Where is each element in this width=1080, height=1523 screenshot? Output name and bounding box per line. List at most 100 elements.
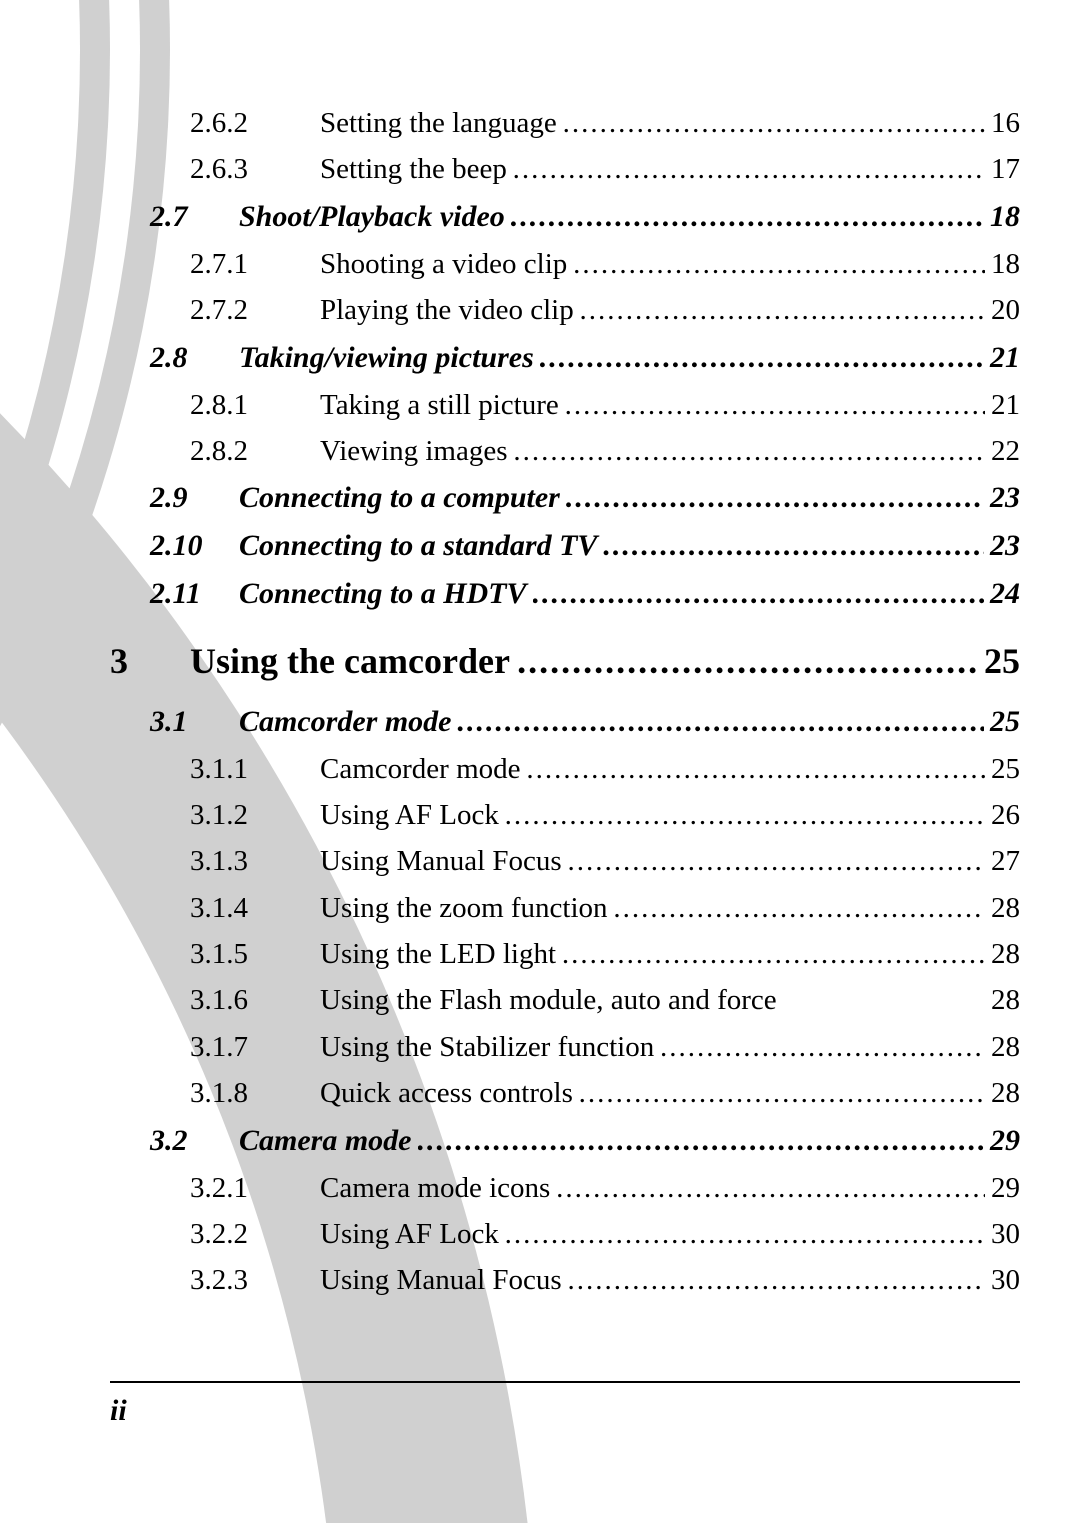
toc-leader-dots	[565, 382, 986, 428]
toc-entry-title: Camera mode	[239, 1117, 412, 1165]
toc-entry-number: 3.1.5	[190, 931, 320, 977]
toc-entry-number: 3.1.6	[190, 977, 320, 1023]
toc-entry-number: 3.1	[150, 698, 230, 746]
toc-entry-number: 3.1.8	[190, 1070, 320, 1116]
toc-entry: 2.10Connecting to a standard TV 23	[110, 522, 1020, 570]
toc-entry: 3.1.7Using the Stabilizer function 28	[110, 1024, 1020, 1070]
toc-leader-dots	[505, 1211, 986, 1257]
toc-entry-number: 3.2.1	[190, 1165, 320, 1211]
toc-entry-page: 17	[991, 146, 1020, 192]
toc-entry-page: 30	[991, 1257, 1020, 1303]
toc-entry-page: 25	[990, 698, 1020, 746]
toc-entry: 2.6.2Setting the language 16	[110, 100, 1020, 146]
toc-leader-dots	[567, 838, 985, 884]
toc-leader-dots	[457, 698, 984, 746]
toc-entry-number: 3.1.7	[190, 1024, 320, 1070]
toc-leader-dots	[562, 931, 985, 977]
toc-entry: 3.1.6Using the Flash module, auto and fo…	[110, 977, 1020, 1023]
toc-entry-title: Using the Flash module, auto and force	[320, 977, 777, 1023]
toc-entry-number: 3.2.3	[190, 1257, 320, 1303]
toc-entry-page: 28	[991, 931, 1020, 977]
toc-entry: 2.7.1Shooting a video clip18	[110, 241, 1020, 287]
toc-entry-number: 2.8	[150, 334, 230, 382]
toc-entry-number: 2.8.1	[190, 382, 320, 428]
toc-entry-title: Camcorder mode	[239, 698, 451, 746]
toc-leader-dots	[418, 1117, 985, 1165]
toc-entry-page: 29	[991, 1165, 1020, 1211]
toc-entry: 2.11Connecting to a HDTV 24	[110, 570, 1020, 618]
page-number: ii	[110, 1394, 127, 1428]
toc-entry-title: Using AF Lock	[320, 792, 499, 838]
toc-entry-number: 3.1.4	[190, 885, 320, 931]
toc-entry-page: 30	[991, 1211, 1020, 1257]
toc-entry: 3Using the camcorder25	[110, 633, 1020, 691]
toc-entry-title: Using the Stabilizer function	[320, 1024, 654, 1070]
toc-entry-number: 2.7	[150, 193, 230, 241]
toc-entry-title: Shoot/Playback video	[239, 193, 505, 241]
toc-entry-page: 20	[991, 287, 1020, 333]
toc-entry-page: 27	[991, 838, 1020, 884]
toc-entry-number: 2.9	[150, 474, 230, 522]
toc-entry-title: Taking/viewing pictures	[239, 334, 534, 382]
toc-entry-page: 28	[991, 1070, 1020, 1116]
toc-entry: 3.2Camera mode29	[110, 1117, 1020, 1165]
toc-entry-page: 21	[991, 382, 1020, 428]
toc-leader-dots	[660, 1024, 985, 1070]
toc-entry-page: 21	[990, 334, 1020, 382]
toc-entry: 3.2.2Using AF Lock30	[110, 1211, 1020, 1257]
toc-entry-number: 3	[110, 633, 190, 691]
toc-leader-dots	[533, 570, 984, 618]
footer-rule	[110, 1381, 1020, 1383]
toc-entry-number: 3.1.3	[190, 838, 320, 884]
toc-entry: 3.1.4Using the zoom function28	[110, 885, 1020, 931]
toc-entry-number: 2.6.2	[190, 100, 320, 146]
toc-entry-page: 23	[990, 522, 1020, 570]
toc-entry: 3.1Camcorder mode 25	[110, 698, 1020, 746]
toc-leader-dots	[540, 334, 984, 382]
toc-entry: 3.1.3Using Manual Focus 27	[110, 838, 1020, 884]
toc-entry: 3.1.8Quick access controls28	[110, 1070, 1020, 1116]
table-of-contents: 2.6.2Setting the language162.6.3Setting …	[110, 100, 1020, 1304]
toc-entry-number: 3.1.2	[190, 792, 320, 838]
toc-entry-number: 2.10	[150, 522, 230, 570]
toc-entry: 2.9Connecting to a computer23	[110, 474, 1020, 522]
toc-entry-title: Using Manual Focus	[320, 838, 562, 884]
toc-entry-title: Setting the language	[320, 100, 557, 146]
toc-entry-page: 16	[991, 100, 1020, 146]
toc-entry-page: 22	[991, 428, 1020, 474]
toc-entry-title: Camcorder mode	[320, 746, 521, 792]
toc-entry-title: Using Manual Focus	[320, 1257, 562, 1303]
toc-entry: 3.2.3Using Manual Focus 30	[110, 1257, 1020, 1303]
toc-entry-title: Using the zoom function	[320, 885, 608, 931]
toc-entry-number: 2.8.2	[190, 428, 320, 474]
toc-entry-title: Using the camcorder	[190, 633, 510, 691]
toc-entry-title: Setting the beep	[320, 146, 507, 192]
toc-leader-dots	[566, 474, 984, 522]
toc-leader-dots	[579, 1070, 986, 1116]
toc-entry-title: Using the LED light	[320, 931, 556, 977]
toc-entry-page: 28	[991, 1024, 1020, 1070]
toc-leader-dots	[517, 633, 977, 691]
toc-entry-page: 29	[990, 1117, 1020, 1165]
toc-entry-title: Camera mode icons	[320, 1165, 550, 1211]
page-content: 2.6.2Setting the language162.6.3Setting …	[110, 100, 1020, 1463]
toc-leader-dots	[603, 522, 984, 570]
toc-entry-page: 24	[990, 570, 1020, 618]
toc-entry-title: Connecting to a HDTV	[239, 570, 527, 618]
toc-entry: 3.2.1Camera mode icons 29	[110, 1165, 1020, 1211]
toc-entry: 2.8Taking/viewing pictures 21	[110, 334, 1020, 382]
toc-entry: 3.1.1Camcorder mode25	[110, 746, 1020, 792]
toc-entry-page: 18	[991, 241, 1020, 287]
toc-entry-title: Viewing images	[320, 428, 508, 474]
toc-entry: 2.7.2Playing the video clip20	[110, 287, 1020, 333]
toc-entry-number: 2.11	[150, 570, 230, 618]
toc-entry-page: 18	[990, 193, 1020, 241]
toc-entry-title: Connecting to a standard TV	[239, 522, 597, 570]
toc-entry: 2.7Shoot/Playback video 18	[110, 193, 1020, 241]
toc-entry: 2.8.2Viewing images 22	[110, 428, 1020, 474]
toc-entry-title: Connecting to a computer	[239, 474, 560, 522]
toc-entry: 3.1.5Using the LED light 28	[110, 931, 1020, 977]
toc-entry-page: 26	[991, 792, 1020, 838]
toc-entry-number: 2.7.2	[190, 287, 320, 333]
toc-leader-dots	[513, 146, 986, 192]
